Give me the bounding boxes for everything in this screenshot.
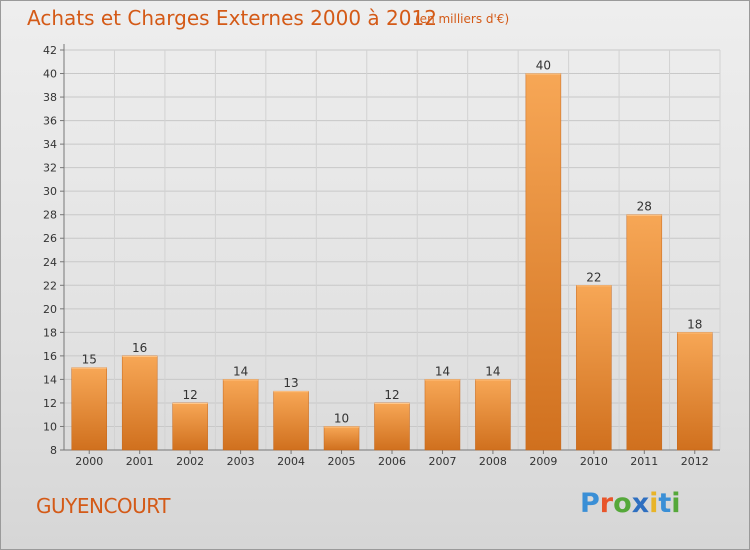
x-tick-label: 2009: [529, 455, 557, 468]
data-label: 10: [334, 411, 349, 425]
x-tick-label: 2000: [75, 455, 103, 468]
y-tick-label: 16: [43, 350, 57, 363]
data-label: 28: [637, 200, 652, 214]
bars: [71, 73, 713, 451]
x-tick-label: 2003: [227, 455, 255, 468]
x-tick-label: 2008: [479, 455, 507, 468]
y-tick-label: 24: [43, 256, 57, 269]
data-label: 16: [132, 341, 147, 355]
chart-title: Achats et Charges Externes 2000 à 2012: [27, 6, 437, 30]
y-tick-label: 12: [43, 397, 57, 410]
x-tick-label: 2002: [176, 455, 204, 468]
x-tick-label: 2012: [681, 455, 709, 468]
bar: [525, 73, 562, 451]
bar: [323, 426, 360, 451]
y-tick-label: 42: [43, 44, 57, 57]
bar: [576, 285, 612, 451]
y-tick-label: 10: [43, 420, 57, 433]
x-tick-label: 2011: [630, 455, 658, 468]
bar: [424, 379, 461, 451]
logo-letter: r: [599, 488, 614, 519]
y-tick-label: 36: [43, 115, 57, 128]
x-tick-label: 2006: [378, 455, 406, 468]
data-label: 15: [82, 353, 97, 367]
x-tick-label: 2010: [580, 455, 608, 468]
y-tick-label: 38: [43, 91, 57, 104]
data-label: 14: [485, 364, 500, 378]
logo-letter: i: [671, 488, 681, 519]
data-label: 12: [183, 388, 198, 402]
unit-note: (en milliers d'€): [415, 12, 510, 26]
bar: [172, 402, 208, 451]
data-label: 13: [283, 376, 298, 390]
x-tick-label: 2004: [277, 455, 305, 468]
data-label: 18: [687, 317, 702, 331]
bar: [121, 355, 158, 451]
y-tick-label: 8: [50, 444, 57, 457]
bar: [374, 402, 410, 451]
x-tick-label: 2001: [126, 455, 154, 468]
data-label: 22: [586, 270, 601, 284]
y-tick-label: 28: [43, 209, 57, 222]
data-label: 40: [536, 59, 551, 73]
logo-letter: P: [580, 488, 600, 519]
y-tick-label: 26: [43, 232, 57, 245]
bar: [222, 379, 259, 451]
proxiti-logo[interactable]: Proxiti: [580, 488, 681, 519]
y-tick-label: 20: [43, 303, 57, 316]
logo-letter: t: [658, 488, 672, 519]
x-tick-label: 2007: [428, 455, 456, 468]
y-tick-label: 34: [43, 138, 57, 151]
y-tick-label: 22: [43, 279, 57, 292]
y-tick-label: 32: [43, 162, 57, 175]
data-label: 14: [233, 364, 248, 378]
y-tick-label: 18: [43, 326, 57, 339]
data-label: 12: [384, 388, 399, 402]
data-label: 14: [435, 364, 450, 378]
bar: [273, 390, 309, 451]
commune-name: GUYENCOURT: [36, 494, 170, 518]
bar: [475, 379, 511, 451]
bar: [71, 367, 107, 451]
y-tick-label: 40: [43, 68, 57, 81]
data-labels: 15 16 12 14 13 10 12 14 14 40 22 28 18: [82, 59, 703, 426]
logo-letter: o: [613, 488, 632, 519]
logo-letter: x: [631, 488, 650, 519]
y-tick-label: 14: [43, 373, 57, 386]
y-tick-label: 30: [43, 185, 57, 198]
x-tick-label: 2005: [328, 455, 356, 468]
logo-letter: i: [649, 488, 659, 519]
bar: [677, 332, 713, 451]
bar: [626, 214, 663, 451]
